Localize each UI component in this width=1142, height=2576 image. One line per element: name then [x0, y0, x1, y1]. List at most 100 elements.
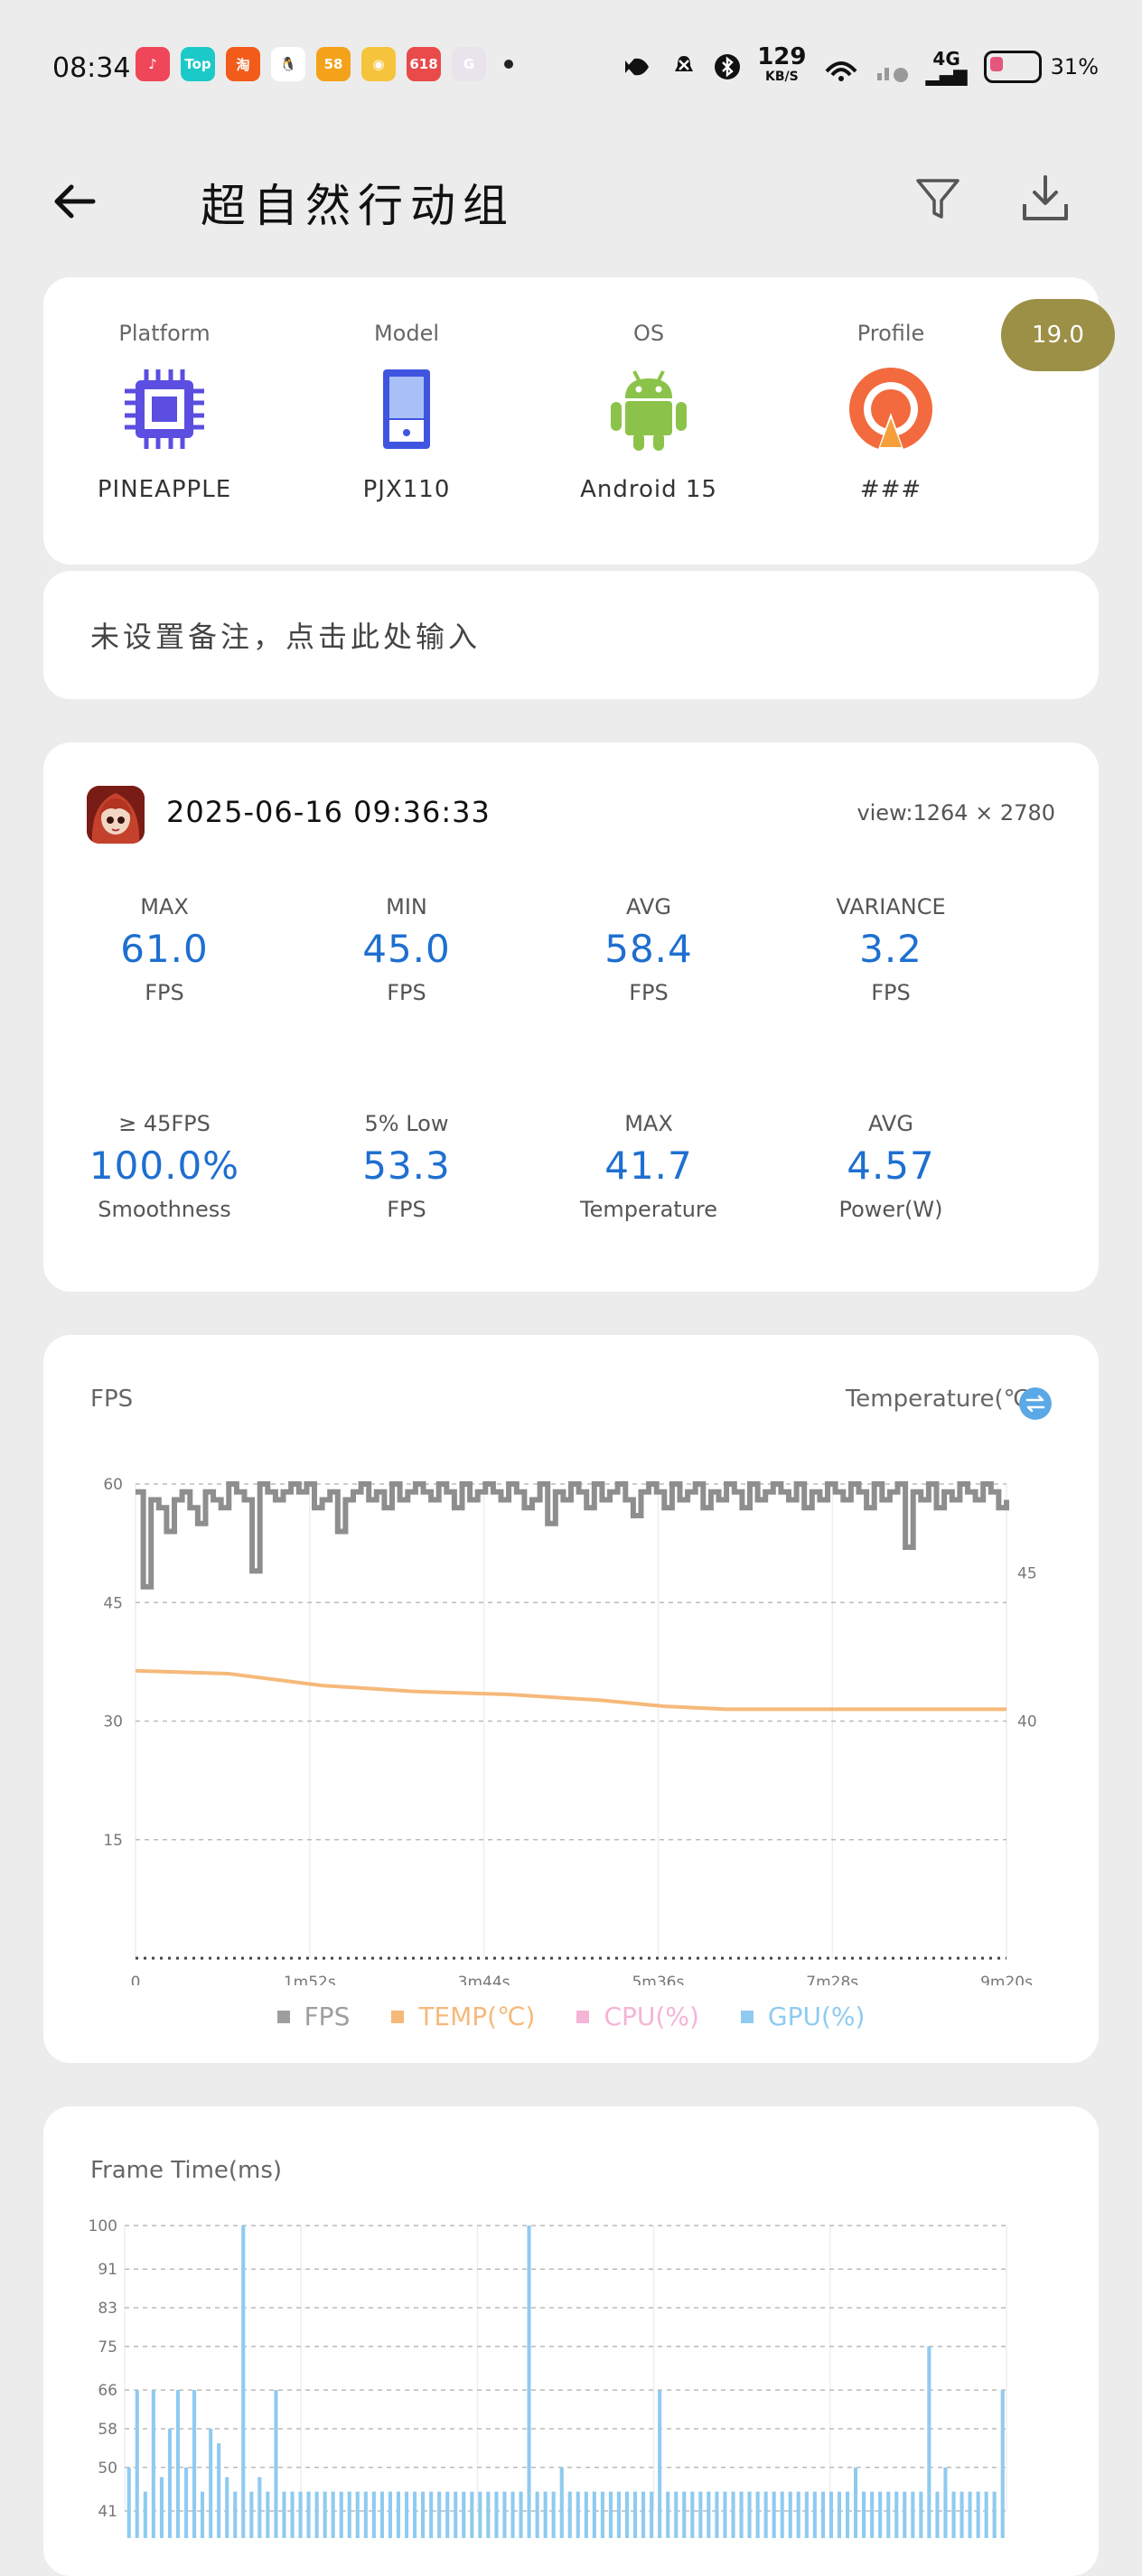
y-tick-label: 91	[98, 2261, 117, 2279]
stat-label: 5% Low	[364, 1111, 449, 1136]
frametime-bar	[249, 2491, 254, 2538]
app-bar: 超自然行动组	[0, 145, 1142, 253]
game-avatar	[87, 786, 145, 844]
wifi-icon	[825, 61, 856, 81]
frametime-bar	[396, 2491, 400, 2538]
frametime-bar	[413, 2491, 417, 2538]
frametime-bar	[739, 2491, 744, 2538]
y-tick-label: 41	[98, 2503, 117, 2521]
frametime-bar	[894, 2491, 899, 2538]
stat-unit: FPS	[629, 980, 669, 1005]
stat-unit: Power(W)	[838, 1197, 943, 1222]
legend-item[interactable]: GPU(%)	[740, 2002, 865, 2031]
frametime-bar	[658, 2390, 662, 2538]
session-view-size: view:1264 × 2780	[856, 800, 1055, 826]
version-badge[interactable]: 19.0	[1001, 299, 1115, 371]
frametime-bar	[772, 2491, 776, 2538]
profile-value: ###	[859, 476, 922, 503]
legend-item[interactable]: TEMP(℃)	[391, 2002, 535, 2031]
platform-value: PINEAPPLE	[97, 476, 232, 503]
legend-label: FPS	[304, 2002, 351, 2031]
temperature-toggle-label[interactable]: Temperature(℃)	[845, 1386, 1039, 1413]
stat-label: VARIANCE	[836, 894, 946, 919]
x-tick-label: 7m28s	[806, 1974, 858, 1985]
os-column: OS Android 15	[528, 321, 770, 503]
frametime-bar	[943, 2467, 948, 2538]
frametime-bar	[266, 2491, 270, 2538]
frametime-bar	[870, 2491, 875, 2538]
stat-unit: FPS	[387, 1197, 426, 1222]
net-speed-unit: KB/S	[765, 70, 799, 84]
temp-series-line	[135, 1668, 1006, 1712]
swap-axis-icon[interactable]	[1019, 1387, 1052, 1420]
stat-value: 4.57	[847, 1143, 935, 1188]
stat-label: MIN	[386, 894, 427, 919]
profile-label: Profile	[856, 321, 925, 346]
frametime-bar	[919, 2491, 923, 2538]
battery-icon	[983, 51, 1042, 83]
frametime-bar	[788, 2491, 792, 2538]
stat-item: MIN 45.0 FPS	[286, 894, 528, 1005]
frametime-bar	[233, 2491, 238, 2538]
frametime-bar	[159, 2477, 164, 2538]
note-placeholder[interactable]: 未设置备注，点击此处输入	[90, 620, 482, 654]
bluetooth-icon	[715, 54, 741, 79]
status-bar: 08:34 ♪ Top 淘 🐧 58 ◉ 618 G 129 KB/S 4G ▂▄▆ 31%	[0, 0, 1142, 135]
frametime-bar	[494, 2491, 499, 2538]
frametime-bar	[126, 2467, 131, 2538]
status-indicators: 129 KB/S 4G ▂▄▆ 31%	[623, 45, 1099, 87]
frametime-bar	[201, 2491, 205, 2538]
os-label: OS	[632, 321, 665, 346]
frametime-bar	[796, 2491, 800, 2538]
frametime-bar	[527, 2226, 531, 2538]
frametime-bar	[690, 2491, 695, 2538]
frametime-bar	[608, 2491, 613, 2538]
frametime-bar	[429, 2491, 434, 2538]
fps-chart: 0 1m52s 3m44s 5m36s 7m28s 9m20s 60 45 30 15 45 40	[103, 1476, 1037, 1985]
frametime-chart-card: Frame Time(ms) 100 91 83 75 66 58 50 41	[43, 2106, 1099, 2576]
x-tick-label: 3m44s	[458, 1974, 510, 1985]
y2-tick-label: 40	[1017, 1713, 1037, 1731]
fish-icon	[625, 58, 650, 76]
note-card[interactable]: 未设置备注，点击此处输入	[43, 571, 1099, 699]
frametime-bar	[878, 2491, 883, 2538]
frametime-bar	[323, 2491, 327, 2538]
stat-unit: FPS	[871, 980, 911, 1005]
frametime-bar	[903, 2491, 907, 2538]
stat-item: MAX 61.0 FPS	[43, 894, 286, 1005]
stat-item: VARIANCE 3.2 FPS	[770, 894, 1012, 1005]
frametime-bar	[616, 2491, 621, 2538]
frametime-bar	[812, 2491, 817, 2538]
frametime-bar	[347, 2491, 351, 2538]
stat-unit: Smoothness	[98, 1197, 231, 1222]
top-app-icon: Top	[181, 47, 215, 81]
legend-item[interactable]: FPS	[276, 2002, 351, 2031]
frametime-bar	[257, 2477, 262, 2538]
frametime-bar	[551, 2491, 556, 2538]
frametime-bar	[535, 2491, 539, 2538]
fps-series-line	[136, 1481, 1009, 1590]
frametime-bar	[274, 2390, 278, 2538]
legend-item[interactable]: CPU(%)	[576, 2002, 699, 2031]
618-icon: 618	[407, 47, 441, 81]
frametime-bar	[886, 2491, 891, 2538]
signal-4g: 4G ▂▄▆	[925, 48, 968, 86]
frametime-bar	[707, 2491, 711, 2538]
stat-unit: FPS	[145, 980, 184, 1005]
back-arrow-icon[interactable]	[50, 176, 100, 227]
stat-item: AVG 4.57 Power(W)	[770, 1111, 1012, 1222]
y-tick-label: 60	[103, 1476, 123, 1494]
frametime-bar	[151, 2390, 155, 2538]
frametime-bar	[682, 2491, 687, 2538]
signal-icon	[876, 68, 908, 82]
frametime-bar	[828, 2491, 833, 2538]
frametime-bar	[862, 2491, 866, 2538]
battery: 31%	[983, 51, 1099, 83]
stat-value: 100.0%	[89, 1143, 240, 1188]
frametime-bar	[576, 2491, 580, 2538]
frametime-bar	[192, 2390, 197, 2538]
filter-icon[interactable]	[913, 173, 963, 224]
frametime-bar	[184, 2467, 189, 2538]
download-icon[interactable]	[1019, 172, 1072, 224]
signal-4g-label: 4G	[932, 48, 960, 70]
